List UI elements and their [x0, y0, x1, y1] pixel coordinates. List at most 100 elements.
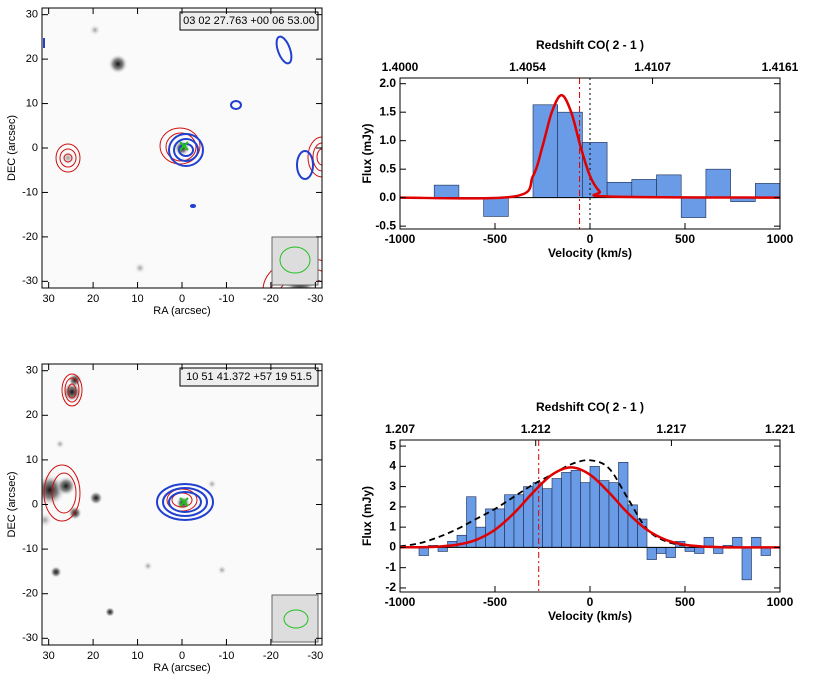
x-axis-label: RA (arcsec) — [153, 305, 210, 317]
histogram-bar — [680, 197, 707, 218]
histogram-bar — [483, 197, 509, 217]
label-box — [179, 367, 319, 387]
x-tick-label: 10 — [131, 650, 143, 662]
y-tick-label: -0.5 — [375, 218, 396, 232]
fit-line — [399, 459, 780, 549]
histogram-bar — [732, 536, 743, 548]
x2-tick-label: 1.4054 — [509, 60, 546, 74]
y-axis-label: DEC (arcsec) — [6, 115, 18, 181]
x-tick-label: 500 — [675, 232, 695, 246]
y-tick-label: 0 — [32, 498, 38, 510]
histogram-bar — [557, 111, 583, 198]
histogram-bar — [754, 183, 781, 198]
histogram-bar — [561, 472, 572, 548]
histogram-bar — [705, 168, 731, 198]
x-axis-label: RA (arcsec) — [153, 662, 210, 674]
y-tick-label: -20 — [22, 588, 38, 600]
x-tick-label: 0 — [179, 650, 185, 662]
x-tick-label: 0 — [179, 293, 185, 305]
histogram-bar — [741, 547, 752, 581]
y-tick-label: 0 — [389, 540, 396, 554]
x-tick-label: -20 — [263, 650, 279, 662]
histogram-bar — [542, 488, 553, 548]
histogram-bar — [485, 508, 496, 548]
histogram-bar — [551, 478, 562, 548]
y-tick-label: 20 — [26, 409, 38, 421]
histogram-bar — [513, 494, 524, 548]
coordinate-label: 03 02 27.763 +00 06 53.00 — [183, 15, 315, 27]
histogram-bar — [694, 547, 705, 554]
y-tick-label: -20 — [22, 231, 38, 243]
y-tick-label: 30 — [26, 9, 38, 21]
y-tick-label: 30 — [26, 365, 38, 377]
x-tick-label: 10 — [131, 293, 143, 305]
x2-tick-label: 1.217 — [656, 422, 686, 436]
y-tick-label: 4 — [389, 459, 396, 473]
histogram-bar — [580, 482, 591, 548]
y-axis-label: Flux (mJy) — [360, 123, 374, 183]
y-tick-label: 5 — [389, 438, 396, 452]
y-tick-label: 0 — [32, 142, 38, 154]
x2-tick-label: 1.4107 — [634, 60, 671, 74]
y-tick-label: 1 — [389, 519, 396, 533]
x-axis-label: Velocity (km/s) — [548, 609, 632, 623]
y-tick-label: 3 — [389, 479, 396, 493]
y-tick-label: 1.0 — [379, 133, 396, 147]
map-image — [42, 8, 322, 288]
label-box — [179, 11, 319, 31]
x-tick-label: 0 — [587, 595, 594, 609]
histogram-bar — [684, 547, 695, 552]
x-tick-label: 500 — [675, 595, 695, 609]
y-axis-label: DEC (arcsec) — [6, 471, 18, 537]
x-axis-label: Velocity (km/s) — [548, 246, 632, 260]
x-tick-label: 1000 — [767, 595, 794, 609]
x-tick-label: -20 — [263, 293, 279, 305]
fit-line — [399, 466, 780, 549]
histogram-bar — [631, 179, 657, 198]
y-tick-label: 2 — [389, 499, 396, 513]
y-tick-label: -30 — [22, 275, 38, 287]
histogram-bar — [646, 547, 657, 560]
y-tick-label: 0.0 — [379, 190, 396, 204]
histogram-bar — [582, 142, 608, 198]
x-tick-label: -30 — [307, 293, 323, 305]
x-tick-label: -500 — [483, 595, 507, 609]
histogram-bar — [418, 547, 429, 556]
y-tick-label: 10 — [26, 454, 38, 466]
histogram-bar — [656, 174, 682, 198]
y-tick-label: -10 — [22, 186, 38, 198]
chart-title: Redshift CO( 2 - 1 ) — [536, 400, 644, 414]
y-tick-label: -10 — [22, 543, 38, 555]
histogram-bar — [751, 536, 762, 548]
histogram-bar — [532, 104, 559, 198]
x2-tick-label: 1.4000 — [382, 60, 419, 74]
x-tick-label: 30 — [43, 650, 55, 662]
histogram-bar — [656, 547, 667, 554]
histogram-bar — [570, 470, 581, 548]
x-tick-label: 1000 — [767, 232, 794, 246]
y-tick-label: 0.5 — [379, 161, 396, 175]
y-axis-label: Flux (mJy) — [360, 486, 374, 546]
coordinate-label: 10 51 41.372 +57 19 51.5 — [186, 371, 312, 383]
x-tick-label: -500 — [483, 232, 507, 246]
y-tick-label: 20 — [26, 53, 38, 65]
map-image — [42, 364, 322, 645]
x-tick-label: 0 — [587, 232, 594, 246]
histogram-bar — [665, 547, 676, 558]
x2-tick-label: 1.207 — [385, 422, 415, 436]
x-tick-label: 20 — [87, 293, 99, 305]
histogram-bar — [433, 184, 460, 198]
x-tick-label: -30 — [307, 650, 323, 662]
fit-line — [399, 93, 781, 200]
x2-tick-label: 1.212 — [521, 422, 551, 436]
y-tick-label: -2 — [385, 580, 396, 594]
y-tick-label: 1.5 — [379, 104, 396, 118]
x-tick-label: 20 — [87, 650, 99, 662]
chart-title: Redshift CO( 2 - 1 ) — [536, 38, 644, 52]
x-tick-label: -1000 — [385, 232, 416, 246]
x-tick-label: -10 — [218, 293, 234, 305]
y-tick-label: -30 — [22, 632, 38, 644]
x-tick-label: 30 — [43, 293, 55, 305]
